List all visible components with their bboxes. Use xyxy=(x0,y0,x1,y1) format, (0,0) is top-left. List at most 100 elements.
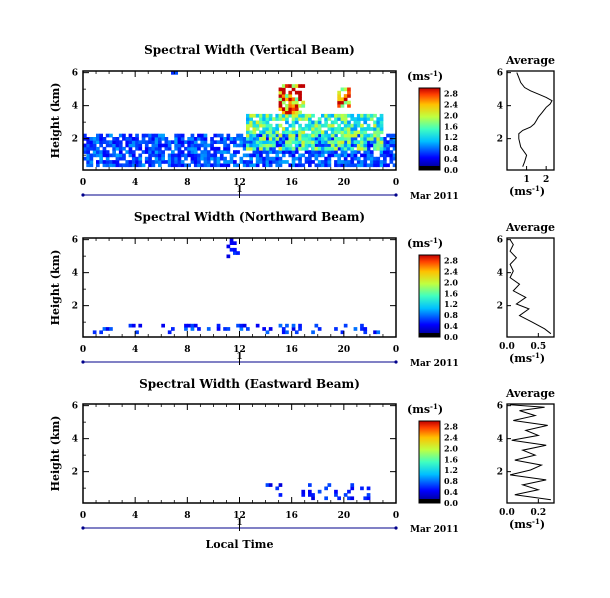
colorbar-tick-label: 1.2 xyxy=(444,132,458,142)
heatmap-cell xyxy=(327,127,332,131)
heatmap-cell xyxy=(262,327,266,331)
heatmap-cell xyxy=(350,150,355,154)
heatmap-cell xyxy=(392,140,397,144)
date-axis-end xyxy=(394,193,398,197)
heatmap-cell xyxy=(347,140,351,144)
heatmap-cell xyxy=(311,160,315,164)
heatmap-cell xyxy=(99,133,103,138)
heatmap-cell xyxy=(86,153,90,158)
heatmap-cell xyxy=(144,156,149,161)
heatmap-cell xyxy=(350,140,355,144)
heatmap-cell xyxy=(171,156,175,161)
heatmap-cell xyxy=(255,143,260,148)
heatmap-cell xyxy=(337,496,341,501)
heatmap-cell xyxy=(308,127,312,131)
x-tick-label: 8 xyxy=(184,178,190,188)
heatmap-cell xyxy=(301,146,306,151)
heatmap-cell xyxy=(233,150,237,154)
heatmap-cell xyxy=(379,137,384,141)
heatmap-cell xyxy=(383,156,387,161)
heatmap-cell xyxy=(376,156,381,161)
heatmap-cell xyxy=(193,140,198,144)
heatmap-cell xyxy=(190,140,195,144)
heatmap-cell xyxy=(343,133,348,138)
heatmap-cell xyxy=(360,140,364,144)
heatmap-cell xyxy=(92,146,97,151)
heatmap-cell xyxy=(347,143,351,148)
heatmap-cell xyxy=(308,483,312,487)
heatmap-cell xyxy=(288,130,293,135)
heatmap-cell xyxy=(298,327,302,331)
heatmap-cell xyxy=(229,247,234,252)
heatmap-cell xyxy=(376,330,381,335)
heatmap-cell xyxy=(337,117,341,121)
heatmap-cell xyxy=(131,143,136,148)
heatmap-cell xyxy=(272,133,276,138)
heatmap-cell xyxy=(376,146,381,151)
heatmap-cell xyxy=(239,160,244,164)
heatmap-cell xyxy=(340,120,345,125)
heatmap-cell xyxy=(249,156,253,161)
heatmap-cell xyxy=(161,133,165,138)
heatmap-cell xyxy=(128,143,133,148)
heatmap-cell xyxy=(242,146,247,151)
heatmap-cell xyxy=(314,137,319,141)
heatmap-cell xyxy=(229,156,234,161)
heatmap-cell xyxy=(249,143,253,148)
colorbar-tick-label: 2.0 xyxy=(444,443,458,453)
heatmap-cell xyxy=(278,113,283,118)
heatmap-cell xyxy=(288,146,293,151)
heatmap-cell xyxy=(369,140,374,144)
heatmap-cell xyxy=(223,150,227,154)
heatmap-cell xyxy=(373,140,377,144)
heatmap-cell xyxy=(298,84,302,88)
heatmap-cell xyxy=(99,137,103,141)
heatmap-cell xyxy=(99,160,103,164)
heatmap-cell xyxy=(288,143,293,148)
heatmap-cell xyxy=(373,137,377,141)
heatmap-cell xyxy=(233,140,237,144)
heatmap-cell xyxy=(317,163,322,168)
heatmap-cell xyxy=(343,150,348,154)
heatmap-cell xyxy=(122,137,126,141)
heatmap-cell xyxy=(184,140,188,144)
heatmap-cell xyxy=(301,104,306,108)
heatmap-cell xyxy=(128,160,133,164)
heatmap-cell xyxy=(259,150,263,154)
heatmap-cell xyxy=(356,117,361,121)
heatmap-cell xyxy=(330,150,335,154)
heatmap-cell xyxy=(311,140,315,144)
colorbar-tick-label: 2.0 xyxy=(444,277,458,287)
heatmap-cell xyxy=(187,143,191,148)
heatmap-cell xyxy=(92,153,97,158)
heatmap-cell xyxy=(151,163,156,168)
heatmap-cell xyxy=(334,153,338,158)
heatmap-cell xyxy=(278,146,283,151)
colorbar-tick-label: 0.0 xyxy=(444,332,458,342)
heatmap-cell xyxy=(324,146,328,151)
heatmap-cell xyxy=(330,113,335,118)
heatmap-cell xyxy=(180,140,185,144)
heatmap-cell xyxy=(206,153,211,158)
heatmap-cell xyxy=(206,160,211,164)
heatmap-cell xyxy=(376,163,381,168)
heatmap-cell xyxy=(356,133,361,138)
heatmap-cell xyxy=(135,330,139,335)
heatmap-cell xyxy=(281,330,286,335)
heatmap-cell xyxy=(327,123,332,128)
heatmap-cell xyxy=(334,160,338,164)
heatmap-cell xyxy=(115,156,120,161)
heatmap-cell xyxy=(301,493,306,497)
heatmap-cell xyxy=(301,163,306,168)
heatmap-cell xyxy=(255,140,260,144)
heatmap-cell xyxy=(246,163,250,168)
heatmap-cell xyxy=(347,104,351,108)
heatmap-cell xyxy=(213,156,218,161)
heatmap-cell xyxy=(311,120,315,125)
heatmap-cell xyxy=(233,247,237,252)
heatmap-cell xyxy=(138,323,143,328)
heatmap-cell xyxy=(99,150,103,154)
heatmap-cell xyxy=(255,123,260,128)
date-axis-end xyxy=(81,526,85,530)
heatmap-cell xyxy=(376,123,381,128)
